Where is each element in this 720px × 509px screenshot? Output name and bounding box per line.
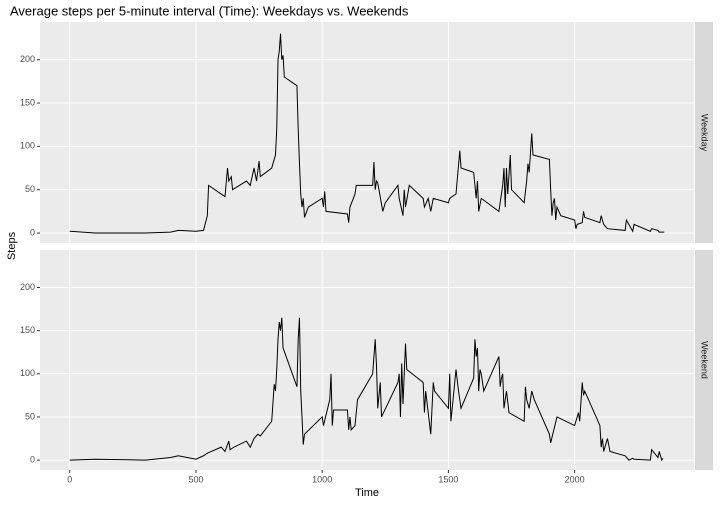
line — [69, 33, 665, 234]
x-tick-label: 1000 — [312, 474, 332, 484]
facet-strip — [695, 22, 713, 243]
y-tick-label: 200 — [20, 54, 35, 64]
y-axis-label: Steps — [6, 231, 18, 260]
line — [69, 317, 664, 462]
panel-background — [40, 250, 694, 470]
x-tick-label: 1500 — [438, 474, 458, 484]
y-tick-label: 150 — [20, 325, 35, 335]
y-tick-label: 100 — [20, 368, 35, 378]
y-tick-label: 100 — [20, 141, 35, 151]
y-tick-label: 150 — [20, 97, 35, 107]
x-tick-label: 500 — [188, 474, 203, 484]
y-tick-label: 0 — [30, 454, 35, 464]
facet-label: Weekend — [700, 341, 710, 379]
x-axis-label: Time — [355, 487, 379, 499]
facet-strip — [695, 250, 713, 470]
x-tick-label: 2000 — [565, 474, 585, 484]
y-tick-label: 50 — [25, 411, 35, 421]
chart-title: Average steps per 5-minute interval (Tim… — [10, 3, 409, 18]
y-tick-label: 200 — [20, 282, 35, 292]
x-tick-label: 0 — [67, 474, 72, 484]
y-tick-label: 0 — [30, 227, 35, 237]
y-tick-label: 50 — [25, 184, 35, 194]
facet-label: Weekday — [700, 114, 710, 152]
panel-background — [40, 22, 694, 243]
